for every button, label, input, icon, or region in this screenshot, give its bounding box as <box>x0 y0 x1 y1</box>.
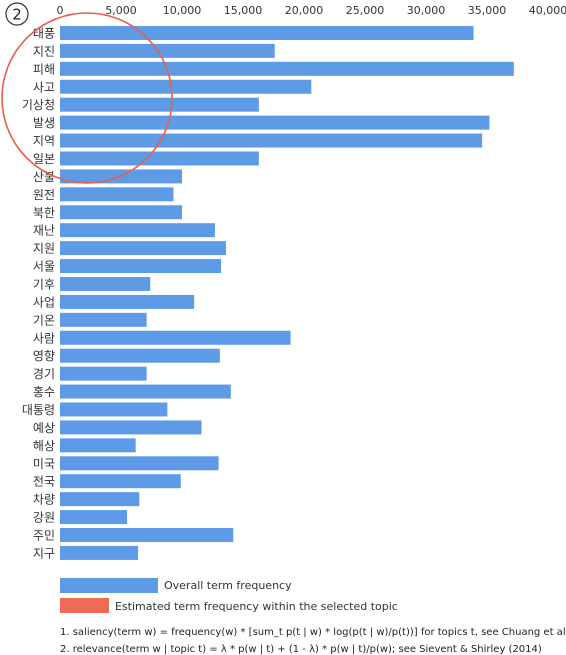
category-label[interactable]: 재난 <box>33 224 55 238</box>
x-tick-label: 20,000 <box>285 4 324 17</box>
bars-layer <box>60 25 514 560</box>
category-label[interactable]: 강원 <box>33 511 55 525</box>
bar-overall[interactable] <box>60 43 275 58</box>
topic-number-badge[interactable]: 2 <box>5 2 29 26</box>
bar-overall[interactable] <box>60 133 483 148</box>
topic-badge-label: 2 <box>12 6 22 24</box>
category-label[interactable]: 전국 <box>33 475 55 489</box>
bar-overall[interactable] <box>60 115 490 130</box>
category-label[interactable]: 북한 <box>33 206 55 220</box>
bar-overall[interactable] <box>60 456 219 471</box>
bar-overall[interactable] <box>60 384 231 399</box>
category-label[interactable]: 원전 <box>33 188 55 202</box>
legend-swatch-overall <box>60 578 158 593</box>
category-label[interactable]: 사고 <box>33 80 55 94</box>
x-tick-label: 40,000 <box>529 4 566 17</box>
category-label[interactable]: 해상 <box>33 439 55 453</box>
category-label[interactable]: 지역 <box>33 134 55 148</box>
bar-overall[interactable] <box>60 97 259 112</box>
bar-overall[interactable] <box>60 61 514 76</box>
x-tick-label: 15,000 <box>224 4 263 17</box>
bar-overall[interactable] <box>60 205 182 220</box>
category-label[interactable]: 사업 <box>33 295 55 309</box>
bar-overall[interactable] <box>60 79 312 94</box>
bar-overall[interactable] <box>60 330 291 345</box>
bar-overall[interactable] <box>60 545 139 560</box>
bar-overall[interactable] <box>60 223 215 238</box>
bar-overall[interactable] <box>60 259 222 274</box>
category-label[interactable]: 발생 <box>33 116 55 130</box>
bar-overall[interactable] <box>60 151 259 166</box>
category-label[interactable]: 지원 <box>33 242 55 256</box>
category-label[interactable]: 기후 <box>33 277 55 291</box>
legend-label-topic: Estimated term frequency within the sele… <box>115 600 398 613</box>
bar-overall[interactable] <box>60 420 202 435</box>
category-label[interactable]: 대통령 <box>22 403 55 417</box>
x-tick-label: 25,000 <box>346 4 385 17</box>
bar-overall[interactable] <box>60 276 151 291</box>
bar-overall[interactable] <box>60 187 174 202</box>
category-label[interactable]: 지구 <box>33 546 55 560</box>
x-tick-label: 5,000 <box>105 4 137 17</box>
category-label[interactable]: 예상 <box>33 421 55 435</box>
bar-overall[interactable] <box>60 474 181 489</box>
bar-overall[interactable] <box>60 510 128 525</box>
legend-swatch-topic <box>60 598 109 613</box>
category-label[interactable]: 영향 <box>33 349 55 363</box>
bar-overall[interactable] <box>60 348 220 363</box>
category-labels: 태풍지진피해사고기상청발생지역일본산불원전북한재난지원서울기후사업기온사람영향경… <box>22 26 55 560</box>
legend: Overall term frequency Estimated term fr… <box>60 578 398 613</box>
category-label[interactable]: 차량 <box>33 493 55 507</box>
bar-overall[interactable] <box>60 294 195 309</box>
category-label[interactable]: 미국 <box>33 457 55 471</box>
bar-overall[interactable] <box>60 528 234 543</box>
footnote-saliency: 1. saliency(term w) = frequency(w) * [su… <box>60 627 566 638</box>
bar-overall[interactable] <box>60 492 140 507</box>
topic-badge-circle[interactable] <box>5 2 29 26</box>
x-tick-label: 10,000 <box>163 4 202 17</box>
x-tick-label: 0 <box>57 4 64 17</box>
category-label[interactable]: 서울 <box>33 260 55 274</box>
bar-overall[interactable] <box>60 366 147 381</box>
bar-overall[interactable] <box>60 438 136 453</box>
category-label[interactable]: 사람 <box>33 331 55 345</box>
topic-circle-overlay[interactable] <box>1 12 173 184</box>
bar-overall[interactable] <box>60 241 226 256</box>
category-label[interactable]: 태풍 <box>33 26 55 40</box>
footnote-relevance: 2. relevance(term w | topic t) = λ * p(w… <box>60 644 542 655</box>
x-tick-label: 35,000 <box>468 4 507 17</box>
legend-label-overall: Overall term frequency <box>164 579 292 592</box>
category-label[interactable]: 일본 <box>33 152 55 166</box>
bar-overall[interactable] <box>60 402 168 417</box>
category-label[interactable]: 경기 <box>33 367 55 381</box>
category-label[interactable]: 지진 <box>33 44 55 58</box>
x-tick-label: 30,000 <box>407 4 446 17</box>
category-label[interactable]: 기상청 <box>22 98 55 112</box>
category-label[interactable]: 주민 <box>33 529 55 543</box>
bar-overall[interactable] <box>60 25 474 40</box>
bar-overall[interactable] <box>60 312 147 327</box>
category-label[interactable]: 홍수 <box>33 385 55 399</box>
category-label[interactable]: 피해 <box>33 62 55 76</box>
category-label[interactable]: 기온 <box>33 313 55 327</box>
x-axis-ticks: 0 5,000 10,000 15,000 20,000 25,000 30,000 35,0… <box>57 4 566 17</box>
